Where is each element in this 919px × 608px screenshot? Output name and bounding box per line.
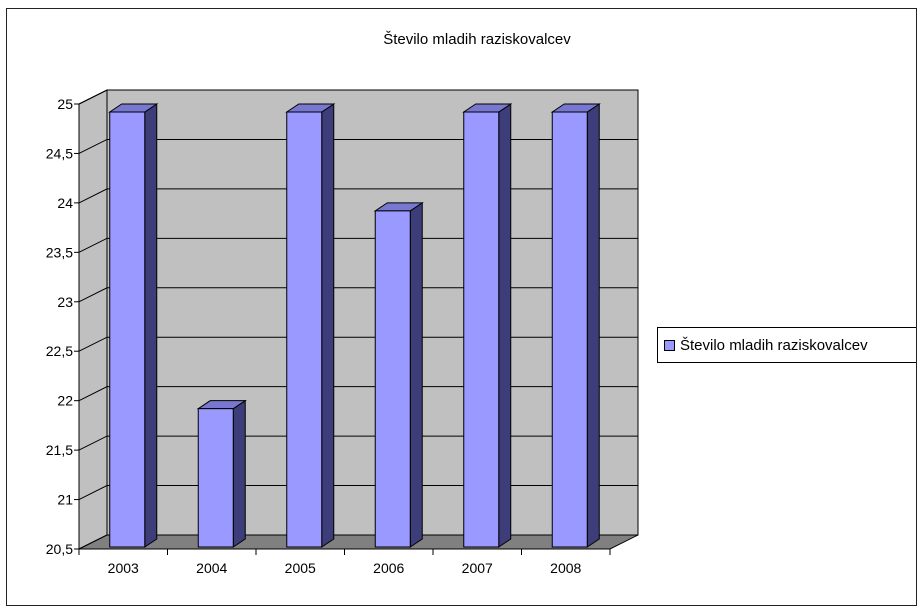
chart-title: Število mladih raziskovalcev xyxy=(383,31,571,48)
bar-side xyxy=(586,103,600,548)
y-tick-label: 25 xyxy=(57,96,73,112)
bar-front xyxy=(551,111,588,548)
x-tick-label: 2004 xyxy=(196,560,227,576)
bar-2006 xyxy=(373,201,424,548)
bar-front xyxy=(286,111,323,548)
legend-swatch xyxy=(664,339,675,351)
y-tick-label: 22,5 xyxy=(46,343,73,359)
gridline xyxy=(78,188,638,204)
y-tick-label: 20,5 xyxy=(46,541,73,557)
bar-2008 xyxy=(550,103,601,548)
gridline xyxy=(78,485,638,501)
y-tick-label: 22 xyxy=(57,393,73,409)
legend: Število mladih raziskovalcev xyxy=(657,327,916,363)
y-tick-label: 23,5 xyxy=(46,244,73,260)
chart-frame: Število mladih raziskovalcev 20,5 21 21,5 2… xyxy=(6,8,917,606)
gridline xyxy=(78,336,638,352)
bar-side xyxy=(498,103,512,548)
bar-side xyxy=(232,399,246,548)
gridline xyxy=(78,386,638,402)
gridline xyxy=(78,237,638,253)
y-tick-label: 21,5 xyxy=(46,442,73,458)
x-tick-label: 2008 xyxy=(550,560,581,576)
x-tick-label: 2006 xyxy=(373,560,404,576)
bar-side xyxy=(144,103,158,548)
bar-side xyxy=(321,103,335,548)
x-tick-label: 2005 xyxy=(285,560,316,576)
gridline xyxy=(78,287,638,303)
chart-plot: 20,5 21 21,5 22 22,5 23 23,5 24 24,5 25 2003 2004 20… xyxy=(46,89,639,576)
x-tick-label: 2003 xyxy=(108,560,139,576)
y-tick-label: 21 xyxy=(57,492,73,508)
bar-front xyxy=(374,210,411,548)
gridline xyxy=(78,435,638,451)
bar-2005 xyxy=(285,103,336,548)
bar-front xyxy=(463,111,500,548)
y-tick-label: 23 xyxy=(57,294,73,310)
bar-2007 xyxy=(462,103,513,548)
bar-side xyxy=(409,201,423,548)
bar-2003 xyxy=(108,103,159,548)
y-tick-label: 24 xyxy=(57,195,73,211)
legend-label: Število mladih raziskovalcev xyxy=(680,336,868,354)
gridline xyxy=(78,89,638,105)
bar-front xyxy=(109,111,146,548)
bar-front xyxy=(197,408,234,548)
bar-2004 xyxy=(196,399,247,548)
gridline xyxy=(78,138,638,154)
x-tick-label: 2007 xyxy=(462,560,493,576)
y-tick-label: 24,5 xyxy=(46,145,73,161)
back-wall xyxy=(106,89,639,536)
side-wall xyxy=(78,89,108,550)
